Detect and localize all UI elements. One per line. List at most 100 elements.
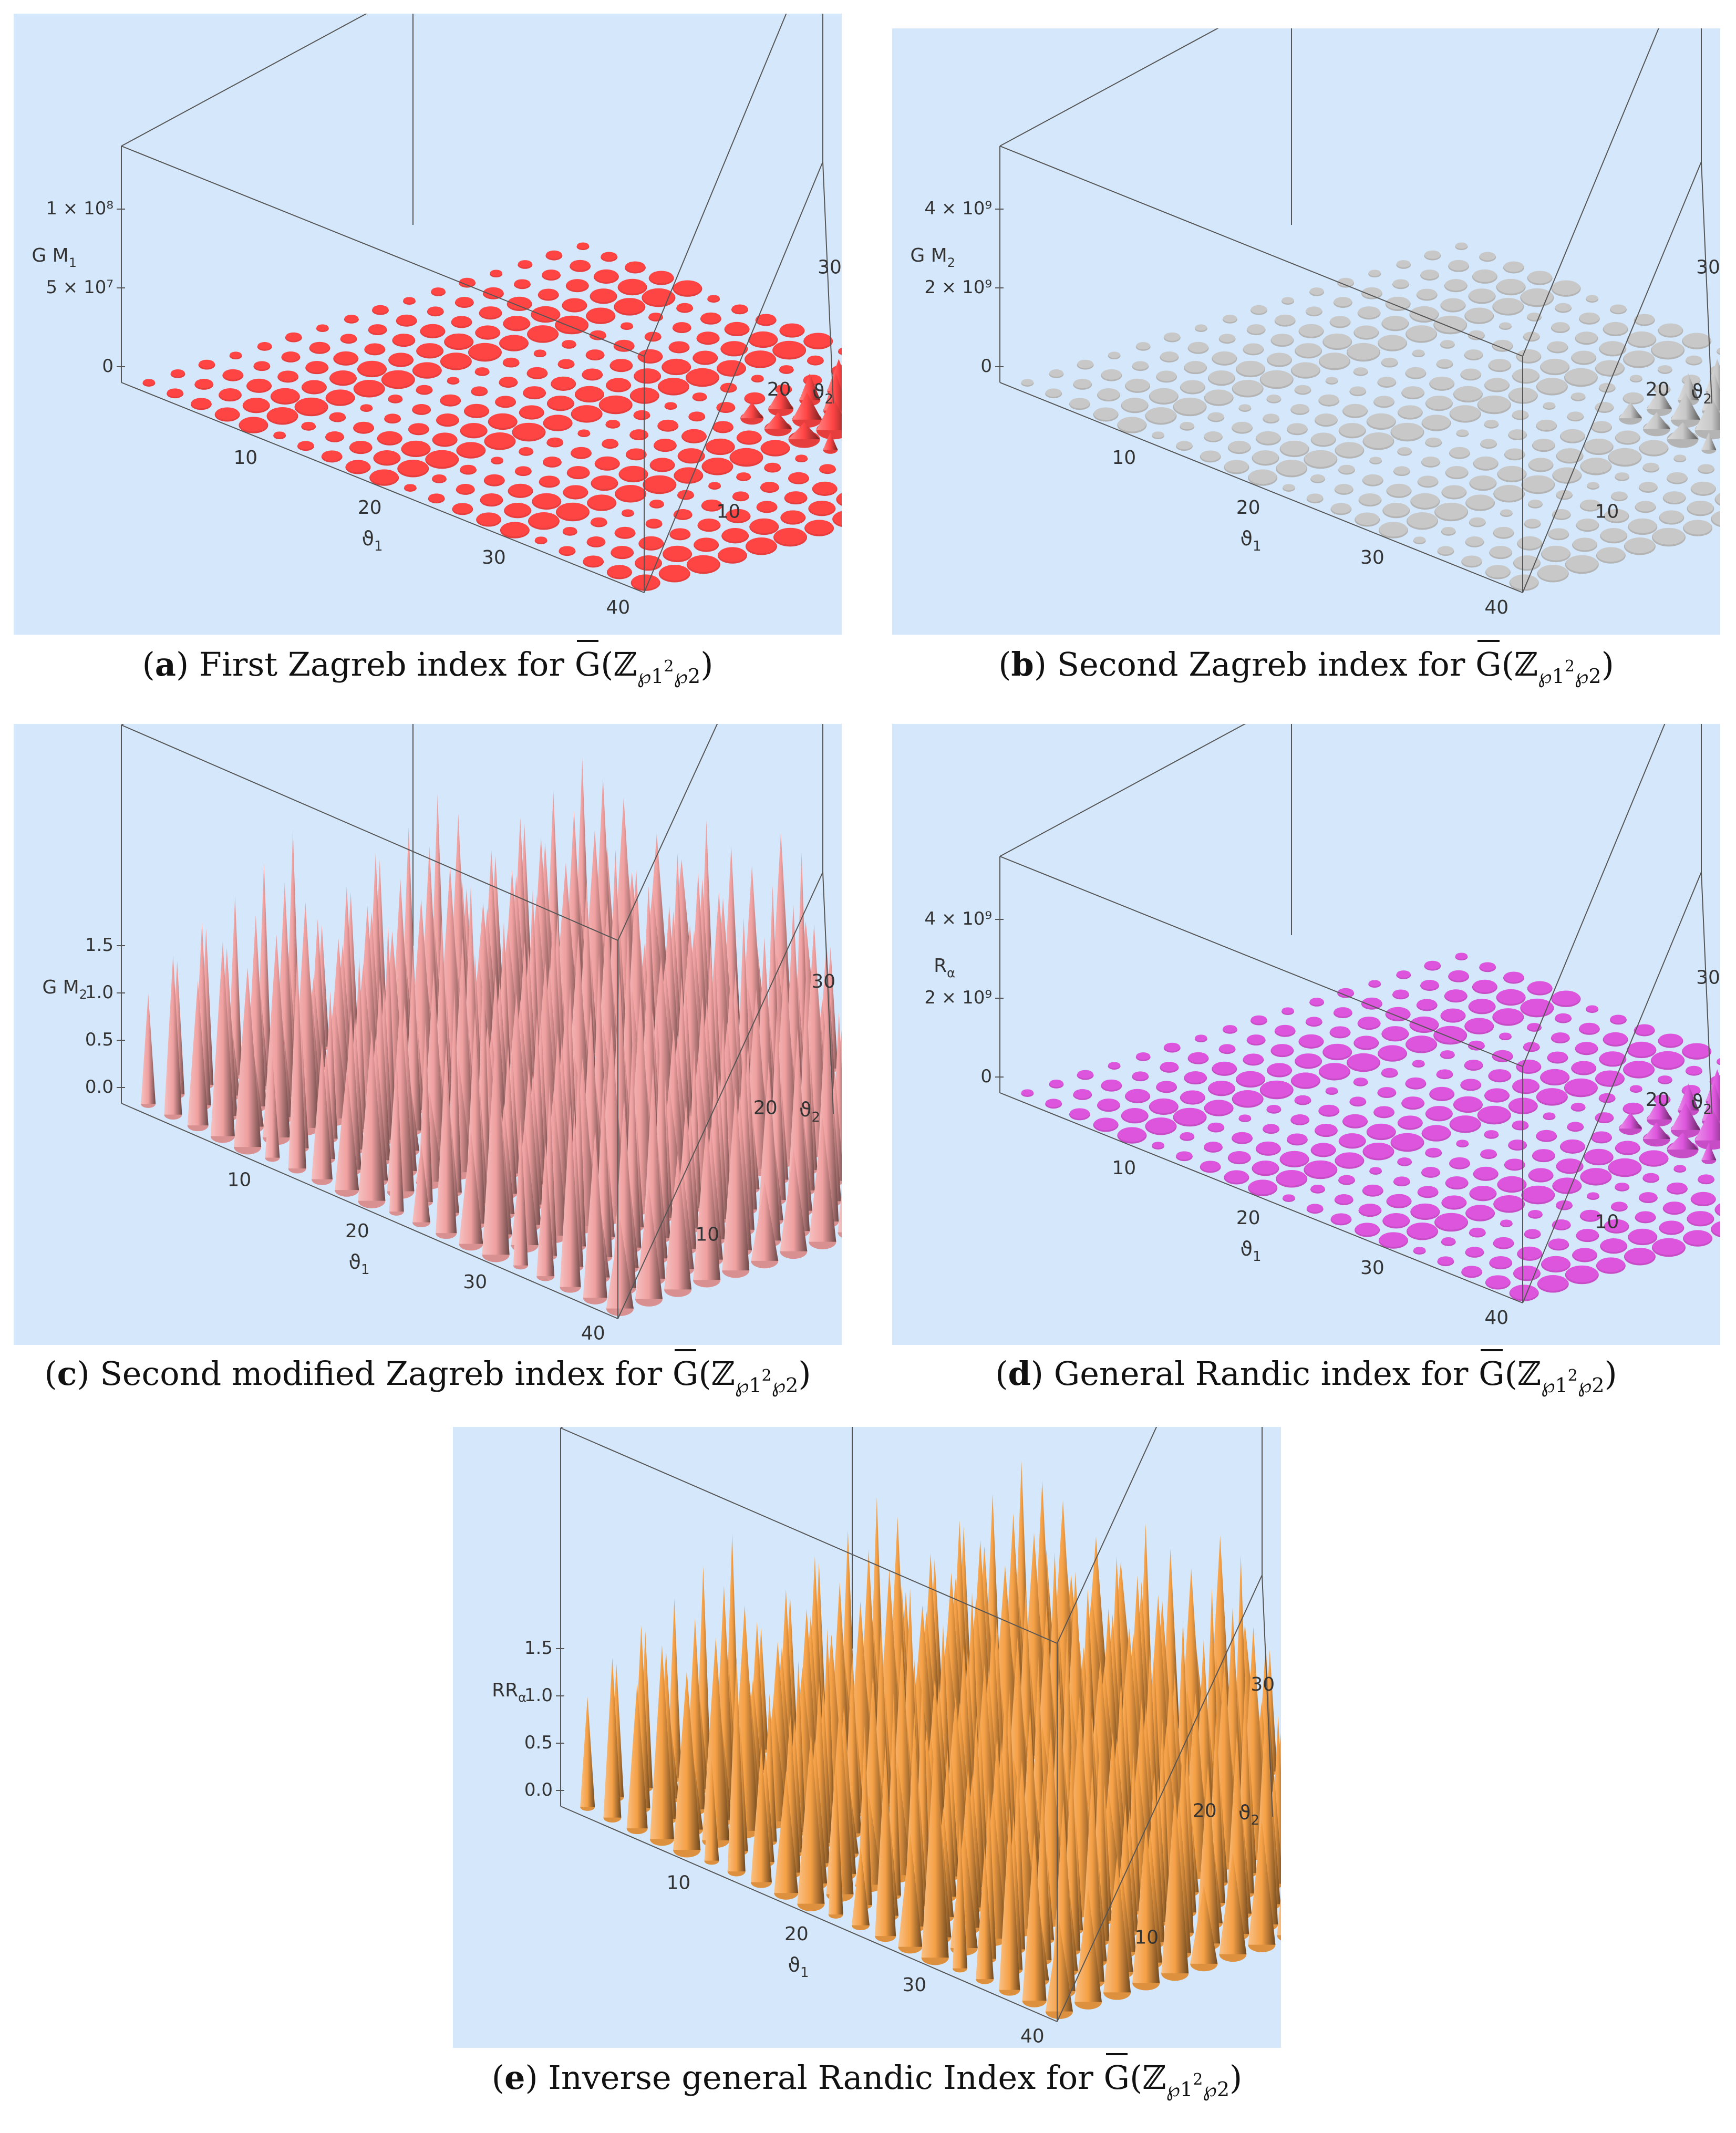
cone-flat [278,370,298,381]
cone-flat [1212,1061,1237,1074]
cone-mark [692,392,707,401]
cone-flat [1711,1221,1720,1236]
cone-mark [1484,378,1510,392]
cone-mark [329,412,346,422]
cone-flat [1461,368,1481,379]
cone-body [164,955,182,1115]
cone-mark [1160,1062,1179,1073]
cone-flat [1208,1122,1224,1131]
cone-flat [546,250,562,259]
x-axis-label: ϑ1 [1241,527,1262,554]
cone-mark [722,1088,750,1278]
cone-flat [340,334,357,343]
cone-mark [1227,1151,1251,1165]
cone-mark [760,440,790,457]
cone-flat [577,242,589,249]
cone-flat [670,528,690,539]
z-axis-label: G M2 [910,245,955,270]
cone-mark [1604,1219,1629,1234]
cone-mark [1163,332,1181,343]
cone-mark [1318,353,1350,370]
cone-mark [518,260,533,269]
cone-flat [602,439,618,448]
cone-flat [1547,1051,1568,1062]
cone-flat [1599,341,1626,355]
cone-mark [614,526,636,539]
cone-mark [1548,528,1569,541]
cone-body [1219,1852,1247,1954]
cone-mark [764,412,792,437]
cone-flat [1347,1053,1380,1070]
cone-flat [1624,350,1654,367]
cone-mark [392,334,416,347]
cone-flat [1343,1114,1367,1127]
cone-flat [1573,1248,1597,1261]
cone-flat [1045,1099,1062,1107]
cone-mark [605,420,621,429]
cone-mark [1108,1062,1121,1070]
cone-mark [1108,351,1121,359]
cone-flat [1449,970,1469,981]
cone-body [1667,1132,1699,1150]
cone-mark [1716,348,1720,355]
cone-flat [1527,1023,1542,1031]
cone-flat [215,407,240,420]
y-tick-label: 30 [1696,257,1720,278]
cone-mark [1021,379,1034,387]
cone-mark [1657,365,1672,374]
cone-mark [1493,485,1525,503]
cone-body [799,373,821,400]
cone-mark [774,1771,799,1900]
cone-mark [1132,361,1149,371]
cone-flat [701,499,722,510]
cone-flat [1334,297,1352,307]
cone-flat [1381,1068,1398,1076]
z-tick-label: 1.5 [524,1638,553,1659]
cone-flat [396,314,417,325]
cone-mark [1575,1042,1598,1055]
cone-flat [1543,1112,1555,1119]
cone-flat [1438,1256,1454,1265]
cone-mark [1570,1103,1586,1112]
cone-mark [772,340,807,360]
cone-mark [1238,1114,1252,1122]
cone-flat [625,261,645,272]
cone-mark [1259,370,1294,389]
cone-flat [1572,1061,1596,1074]
cone-flat [191,398,211,409]
cone-flat [1499,1032,1512,1039]
caption-a: (a) First Zagreb index for G(ℤ℘12℘2) [142,640,714,688]
cone-mark [1277,1892,1281,1941]
cone-flat [491,457,503,463]
cone-mark [1497,465,1527,483]
cone-mark [1330,1213,1352,1226]
cone-mark [720,341,748,357]
cone-flat [1524,519,1541,527]
cone-mark [1552,1177,1582,1194]
cone-mark [456,442,486,459]
cone-mark [1378,522,1408,539]
cone-mark [1381,1068,1398,1078]
cone-mark [1673,1165,1687,1173]
cone-mark [1184,1071,1207,1085]
cone-flat [838,348,842,354]
cone-mark [1586,295,1599,303]
cone-mark [1401,386,1425,400]
cone-mark [373,450,401,466]
cone-mark [1097,388,1120,402]
cone-flat [1556,1158,1583,1173]
cone-mark [1397,405,1423,420]
cone-flat [1630,1085,1642,1092]
cone-flat [1510,1285,1538,1300]
cone-mark [1290,1114,1310,1125]
cone-mark [1152,431,1165,439]
cone-mark [1524,1229,1541,1239]
cone-flat [1435,502,1468,520]
x-axis-label: ϑ1 [362,527,383,554]
cone-mark [1373,396,1395,408]
cone-flat [764,462,781,471]
cone-flat [1339,1133,1366,1147]
caption-e: (e) Inverse general Randic Index for G(ℤ… [491,2053,1243,2101]
cone-flat [1468,330,1485,339]
